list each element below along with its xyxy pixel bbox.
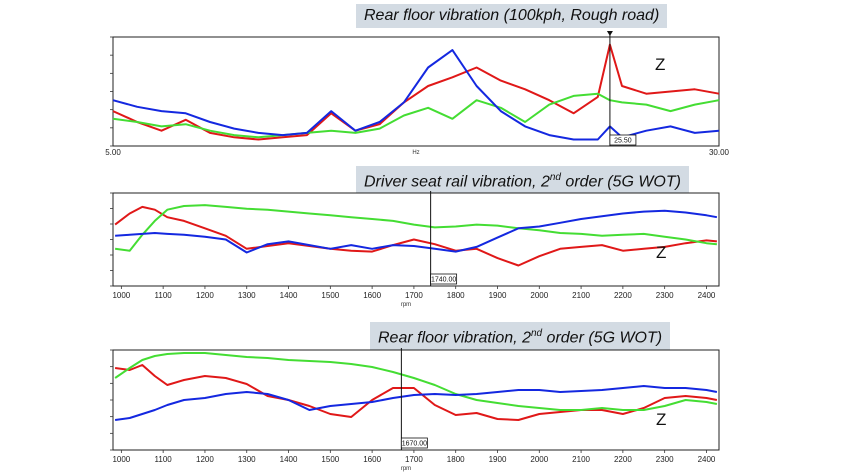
chart-2-axis-annotation: Z [656,243,666,262]
chart-2-xtick-label: 1100 [155,291,173,300]
chart-3-series-blue [114,385,718,421]
chart-2-xlabel: rpm [401,302,411,308]
chart-3-xtick-label: 2200 [614,455,632,464]
chart-1-series-red [112,43,720,141]
chart-3-xtick-label: 1400 [280,455,298,464]
chart-2-xtick-label: 1200 [196,291,214,300]
chart-2-xtick-label: 1000 [112,291,130,300]
chart-3-cursor-box [400,437,428,449]
chart-1-title: Rear floor vibration (100kph, Rough road… [356,4,668,28]
chart-2-xtick-label: 1900 [489,291,507,300]
chart-1-xtick-label: 5.00 [105,148,121,157]
chart-2-cursor-box [430,273,458,285]
chart-3-series-red [114,364,718,421]
chart-2-cursor-label: 1740.00 [431,277,456,284]
chart-1-title-text: Rear floor vibration (100kph, Rough road… [364,7,660,24]
chart-2-series-red [114,205,717,267]
chart-1-series-blue [112,49,720,141]
chart-3-xtick-label: 1600 [363,455,381,464]
chart-1-axis-annotation: Z [655,55,665,74]
chart-3-xtick-label: 1800 [447,455,465,464]
chart-2-xtick-label: 1600 [363,291,381,300]
chart-3-title-suffix: order (5G WOT) [542,329,663,347]
chart-2-title-text: Driver seat rail vibration, 2 [364,173,550,191]
chart-3-xlabel: rpm [401,466,411,472]
chart-3-series-green [114,352,718,411]
chart-3-xtick-label: 1500 [321,455,339,464]
chart-1-xtick-label: 30.00 [709,148,730,157]
chart-3-title: Rear floor vibration, 2nd order (5G WOT) [370,322,671,351]
chart-3-xtick-label: 1100 [155,455,173,464]
chart-2-xtick-label: 1800 [447,291,465,300]
chart-2-xtick-label: 2300 [656,291,674,300]
chart-3-xtick-label: 1200 [196,455,214,464]
chart-1-frame [112,36,720,147]
chart-3-xtick-label: 1700 [405,455,423,464]
chart-3-cursor-label: 1670.00 [402,441,427,448]
chart-1-cursor-marker [606,31,613,36]
chart-3-title-text: Rear floor vibration, 2 [378,329,531,347]
chart-2-title: Driver seat rail vibration, 2nd order (5… [356,166,689,195]
chart-2-xtick-label: 2200 [614,291,632,300]
chart-2-title-sup: nd [549,172,561,183]
chart-2-xtick-label: 2100 [572,291,590,300]
chart-3-xtick-label: 2000 [530,455,548,464]
chart-3-xtick-label: 2400 [698,455,716,464]
chart-3-xtick-label: 1300 [238,455,256,464]
chart-2-xtick-label: 1400 [280,291,298,300]
chart-2-xtick-label: 1700 [405,291,423,300]
chart-1-cursor-box [609,134,637,146]
chart-2-series-green [114,204,717,252]
chart-3-xtick-label: 2300 [656,455,674,464]
chart-2-xtick-label: 1300 [238,291,256,300]
chart-1-cursor-label: 25.50 [614,138,632,145]
chart-3-xtick-label: 1900 [489,455,507,464]
chart-3-frame [112,349,720,451]
chart-2-xtick-label: 2400 [698,291,716,300]
chart-2-series-blue [115,209,718,254]
chart-3-axis-annotation: Z [656,410,666,429]
chart-2-xtick-label: 1500 [321,291,339,300]
chart-2-xtick-label: 2000 [530,291,548,300]
chart-3-xtick-label: 2100 [572,455,590,464]
chart-3-xtick-label: 1000 [112,455,130,464]
chart-3-title-sup: nd [530,328,543,339]
chart-1-xlabel: Hz [412,150,419,156]
chart-1-series-green [112,92,720,139]
chart-2-title-suffix: order (5G WOT) [560,173,681,191]
